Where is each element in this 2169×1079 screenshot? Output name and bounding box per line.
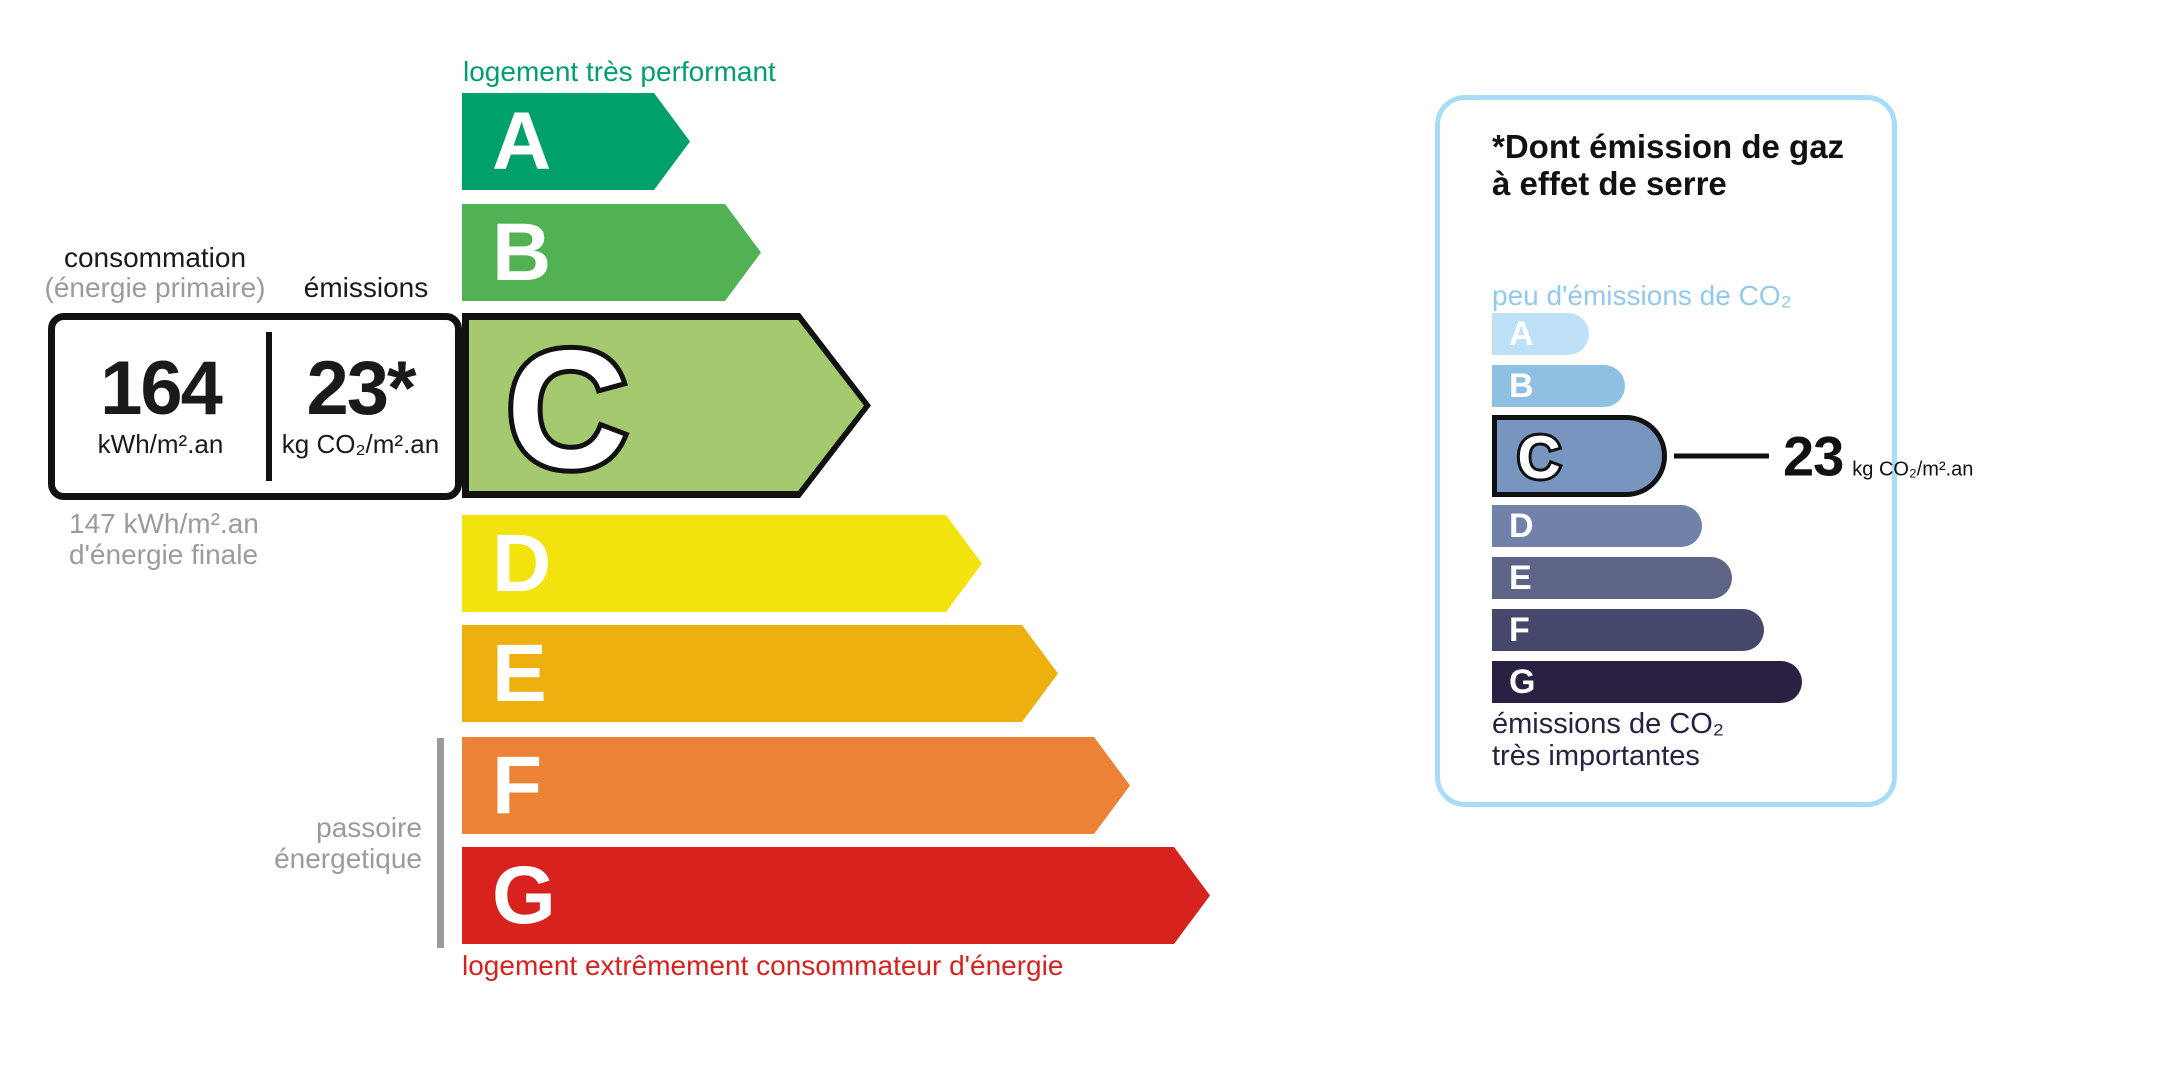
selected-co2-letter-svg: C	[1514, 421, 1563, 491]
co2-unit: kg CO₂/m².an	[281, 429, 440, 460]
co2-panel-title-line1: *Dont émission de gaz	[1492, 128, 1845, 165]
energy-grade-scale: A B C D E F G	[462, 93, 1210, 944]
top-performance-label: logement très performant	[463, 56, 776, 87]
energy-value: 164	[100, 345, 223, 431]
co2-value-cell: 23* kg CO₂/m².an	[266, 320, 455, 493]
grade-letter: C	[506, 315, 627, 498]
energy-grade-bar-d: D	[462, 515, 982, 612]
energy-unit: kWh/m².an	[97, 429, 224, 460]
consumption-caption-line2: (énergie primaire)	[44, 272, 266, 303]
selected-arrow-fill	[469, 320, 864, 491]
co2-grade-bar-e: E	[1492, 557, 1732, 599]
grade-letter: G	[1509, 663, 1536, 701]
selected-grade-letter-svg: C	[501, 313, 632, 498]
passoire-bracket-line	[437, 738, 444, 948]
co2-grade-bar-f: F	[1492, 609, 1764, 651]
co2-grade-scale: A B C 23 kg CO₂/m².an D	[1492, 313, 1973, 713]
co2-grade-bar-a: A	[1492, 313, 1589, 355]
co2-callout-value: 23	[1783, 424, 1844, 488]
grade-letter: D	[1509, 507, 1534, 545]
passoire-line2: énergetique	[274, 843, 422, 874]
grade-letter: F	[1509, 611, 1530, 649]
grade-letter: C	[1517, 424, 1560, 491]
passoire-line1: passoire	[316, 812, 422, 843]
grade-letter: A	[1509, 315, 1534, 353]
grade-letter: D	[492, 517, 552, 609]
co2-high-emissions-line1: émissions de CO₂	[1492, 708, 1725, 740]
energy-grade-bar-g: G	[462, 847, 1210, 944]
passoire-label: passoire énergetique	[100, 812, 422, 874]
value-box-divider	[266, 332, 272, 481]
callout-value-group: 23 kg CO₂/m².an	[1783, 424, 1973, 489]
consumption-caption: consommation (énergie primaire)	[40, 243, 270, 303]
energy-grade-bar-a: A	[462, 93, 690, 190]
final-energy-note: 147 kWh/m².an d'énergie finale	[69, 508, 259, 570]
energy-grade-bar-b: B	[462, 204, 761, 301]
co2-callout-unit: kg CO₂/m².an	[1852, 458, 1974, 481]
energy-value-cell: 164 kWh/m².an	[55, 320, 266, 493]
grade-letter: E	[1509, 559, 1532, 597]
co2-grade-bar-g: G	[1492, 661, 1802, 703]
grade-letter: A	[492, 95, 552, 187]
co2-panel-title-line2: à effet de serre	[1492, 165, 1727, 202]
value-box-captions: consommation (énergie primaire) émission…	[40, 243, 462, 303]
co2-value: 23*	[306, 345, 416, 431]
co2-grade-bar-b: B	[1492, 365, 1625, 407]
co2-emissions-panel: *Dont émission de gaz à effet de serre p…	[1435, 95, 1973, 807]
energy-grade-bar-e: E	[462, 625, 1058, 722]
co2-high-emissions-line2: très importantes	[1492, 740, 1700, 772]
emissions-caption: émissions	[303, 272, 429, 303]
grade-letter: E	[492, 627, 547, 719]
callout-connector-line	[1674, 453, 1769, 459]
co2-high-emissions-label: émissions de CO₂ très importantes	[1492, 708, 1724, 772]
high-consumption-label: logement extrêmement consommateur d'éner…	[462, 950, 1064, 981]
energy-grade-bar-f: F	[462, 737, 1130, 834]
grade-letter: B	[1509, 367, 1534, 405]
co2-grade-bar-d: D	[1492, 505, 1702, 547]
co2-low-emissions-label: peu d'émissions de CO₂	[1492, 280, 1792, 311]
consumption-caption-line1: consommation	[63, 242, 247, 273]
final-energy-line1: 147 kWh/m².an	[69, 508, 259, 539]
co2-grade-bar-c-selected: C 23 kg CO₂/m².an	[1492, 415, 1973, 497]
grade-letter: G	[492, 849, 556, 941]
co2-value-callout: 23 kg CO₂/m².an	[1674, 424, 1973, 489]
grade-letter: B	[492, 206, 552, 298]
grade-letter: F	[492, 739, 543, 831]
final-energy-line2: d'énergie finale	[69, 539, 259, 570]
consumption-value-box: 164 kWh/m².an 23* kg CO₂/m².an	[48, 313, 462, 500]
energy-grade-bar-c-selected: C	[462, 313, 871, 498]
co2-panel-title: *Dont émission de gaz à effet de serre	[1492, 128, 1844, 202]
